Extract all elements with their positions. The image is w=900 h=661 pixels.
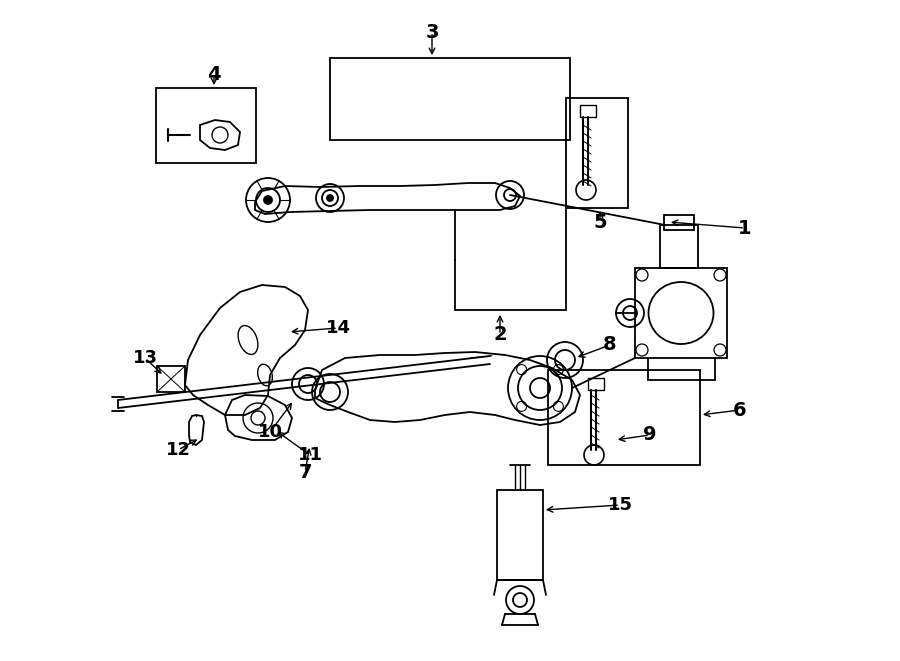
Bar	[588, 378, 604, 390]
Text: 13: 13	[132, 349, 157, 367]
Bar	[497, 490, 543, 580]
Text: 7: 7	[298, 463, 311, 481]
Bar	[157, 366, 185, 392]
Text: 10: 10	[257, 423, 283, 441]
Text: 11: 11	[298, 446, 322, 464]
Bar	[635, 268, 727, 358]
Bar	[566, 98, 628, 208]
Text: 14: 14	[326, 319, 350, 337]
Bar	[660, 225, 698, 268]
Circle shape	[327, 195, 333, 201]
Text: 2: 2	[493, 325, 507, 344]
Text: 15: 15	[608, 496, 633, 514]
Text: 5: 5	[593, 212, 607, 231]
Bar	[664, 215, 694, 230]
Circle shape	[264, 196, 272, 204]
Bar	[580, 105, 596, 117]
Text: 6: 6	[734, 401, 747, 420]
Text: 8: 8	[603, 336, 616, 354]
Bar	[156, 88, 256, 163]
Bar	[330, 58, 570, 140]
Text: 1: 1	[738, 219, 752, 237]
Text: 9: 9	[644, 426, 657, 444]
Bar	[548, 370, 700, 465]
Text: 3: 3	[425, 22, 439, 42]
Text: 4: 4	[207, 65, 220, 85]
Text: 12: 12	[166, 441, 191, 459]
